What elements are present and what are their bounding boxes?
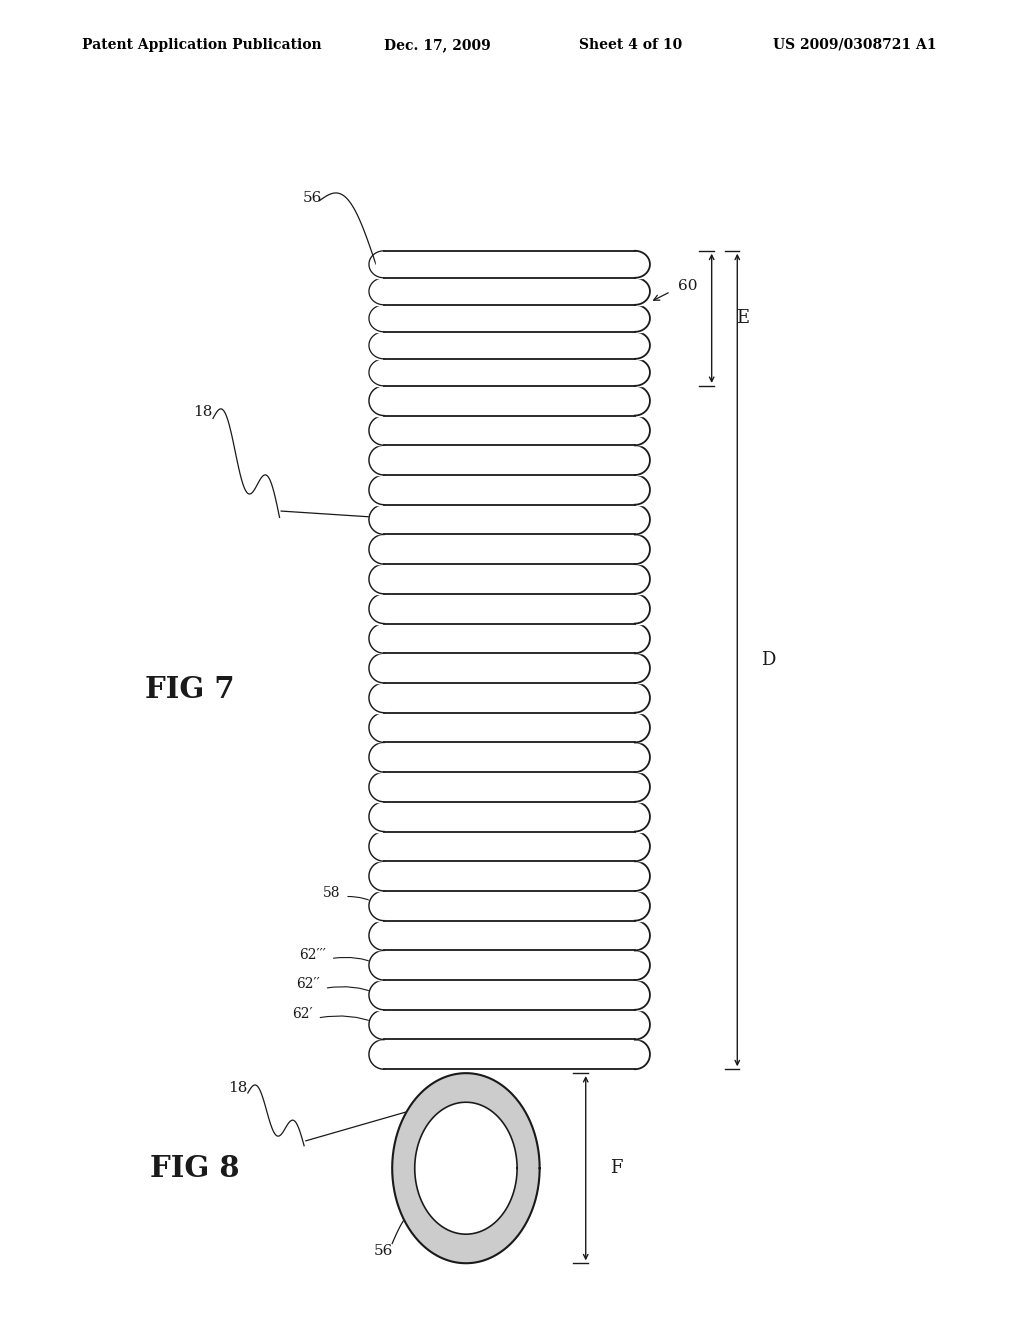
Bar: [369, 653, 650, 682]
Bar: [377, 331, 642, 359]
Bar: [369, 861, 650, 891]
Text: 62′′: 62′′: [296, 977, 319, 991]
Bar: [369, 742, 650, 772]
Bar: [369, 713, 650, 742]
Text: F: F: [610, 1159, 623, 1177]
Text: Sheet 4 of 10: Sheet 4 of 10: [579, 38, 682, 51]
Bar: [369, 920, 650, 950]
Text: 56: 56: [374, 1245, 392, 1258]
Text: FIG 7: FIG 7: [144, 675, 234, 704]
Text: Dec. 17, 2009: Dec. 17, 2009: [384, 38, 490, 51]
Bar: [369, 475, 650, 504]
Text: 18: 18: [194, 405, 212, 418]
Bar: [369, 445, 650, 475]
Text: D: D: [761, 651, 775, 669]
Bar: [369, 385, 650, 416]
Text: US 2009/0308721 A1: US 2009/0308721 A1: [773, 38, 937, 51]
Bar: [377, 359, 642, 385]
Text: 60: 60: [678, 280, 697, 293]
Bar: [369, 832, 650, 861]
Text: Patent Application Publication: Patent Application Publication: [82, 38, 322, 51]
Bar: [369, 1010, 650, 1039]
Bar: [369, 416, 650, 445]
Text: 56: 56: [303, 191, 322, 205]
Bar: [369, 772, 650, 801]
Text: FIG 8: FIG 8: [150, 1154, 240, 1183]
Text: 62′: 62′: [292, 1007, 312, 1022]
Text: 18: 18: [228, 1081, 247, 1094]
Bar: [369, 623, 650, 653]
Text: E: E: [736, 309, 749, 327]
Bar: [377, 277, 642, 305]
Bar: [369, 1039, 650, 1069]
Bar: [369, 979, 650, 1010]
Text: 62′′′: 62′′′: [299, 948, 326, 962]
Bar: [369, 682, 650, 713]
Bar: [369, 594, 650, 623]
Wedge shape: [392, 1073, 540, 1263]
Text: 58: 58: [323, 886, 340, 900]
Bar: [377, 305, 642, 331]
Bar: [369, 564, 650, 594]
Bar: [369, 504, 650, 535]
Circle shape: [415, 1102, 517, 1234]
Bar: [369, 801, 650, 832]
Bar: [369, 535, 650, 564]
Bar: [369, 950, 650, 979]
Bar: [377, 251, 642, 277]
Bar: [369, 891, 650, 920]
